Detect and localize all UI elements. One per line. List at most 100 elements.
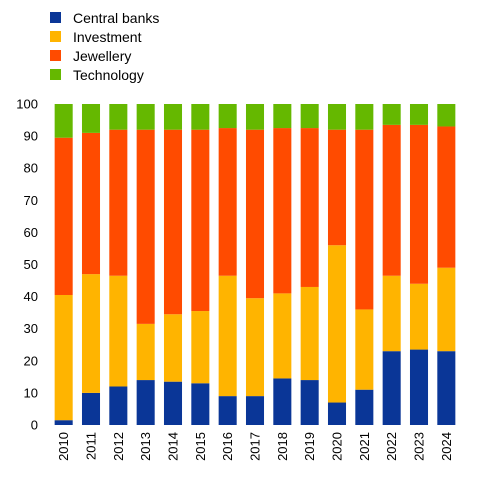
bar-segment [273,128,292,294]
bar-segment [382,104,401,125]
bar-segment [437,351,456,425]
bar-segment [191,383,210,425]
y-tick-label: 20 [24,353,38,368]
legend-label: Central banks [73,9,160,26]
bar-segment [54,295,73,421]
x-tick-label: 2010 [56,432,71,461]
legend-item: Technology [50,65,159,84]
bar-segment [81,132,101,275]
x-tick-label: 2019 [302,432,317,461]
bar-segment [409,349,429,425]
y-tick-label: 30 [24,321,38,336]
bar-segment [136,104,155,130]
y-tick-label: 10 [24,385,38,400]
bar-segment [382,351,401,425]
bar-segment [163,104,183,130]
y-tick-label: 0 [31,418,38,433]
bar-segment [218,396,237,425]
bar-segment [245,129,265,299]
y-tick-label: 60 [24,225,38,240]
y-tick-label: 70 [24,193,38,208]
x-tick-label: 2015 [193,432,208,461]
bar-segment [437,104,456,127]
bar-segment [136,129,155,324]
bar-segment [163,314,183,382]
x-tick-label: 2021 [357,432,372,461]
bar-segment [300,104,319,129]
bar-segment [191,311,210,384]
bar-segment [245,298,265,397]
bar-segment [54,104,73,138]
bar-segment [218,128,237,276]
legend-label: Technology [73,66,144,83]
x-tick-label: 2022 [384,432,399,461]
y-tick-label: 90 [24,129,38,144]
bar-segment [437,267,456,352]
bar-segment [327,402,347,425]
x-tick-label: 2017 [248,432,263,461]
bar-segment [245,104,265,130]
x-tick-label: 2024 [439,432,454,461]
bar-segment [109,275,128,387]
bar-segment [136,380,155,425]
x-tick-label: 2016 [220,432,235,461]
bar-segment [355,129,374,310]
bar-segment [191,104,210,130]
y-tick-label: 100 [16,97,38,112]
bar-segment [136,323,155,381]
bar-segment [109,386,128,425]
bar-segment [109,129,128,276]
legend-item: Investment [50,27,159,46]
bar-segment [218,104,237,129]
bar-segment [382,124,401,276]
bar-segment [218,275,237,397]
bar-segment [54,420,73,425]
legend-item: Jewellery [50,46,159,65]
bar-segment [54,137,73,295]
legend-label: Jewellery [73,47,132,64]
y-tick-label: 40 [24,289,38,304]
y-tick-label: 50 [24,257,38,272]
legend-swatch [50,31,61,42]
bar-segment [191,129,210,312]
bar-segment [300,128,319,287]
legend-swatch [50,12,61,23]
bar-segment [409,124,429,284]
bar-segment [273,293,292,379]
legend-item: Central banks [50,8,159,27]
bar-segment [81,104,101,133]
bar-segment [81,392,101,425]
bar-segment [81,274,101,393]
bar-segment [109,104,128,130]
x-tick-label: 2012 [111,432,126,461]
bar-segment [273,378,292,425]
bar-segment [327,129,347,246]
x-tick-label: 2011 [84,432,99,460]
bar-segment [437,126,456,268]
bar-segment [245,396,265,425]
legend-swatch [50,69,61,80]
bar-segment [163,381,183,425]
bar-segment [163,129,183,315]
bar-segment [300,286,319,381]
bar-segment [300,380,319,425]
bar-segment [382,275,401,352]
x-tick-label: 2014 [166,432,181,461]
bar-segment [355,309,374,390]
x-tick-label: 2020 [330,432,345,461]
bar-segment [409,104,429,125]
legend-swatch [50,50,61,61]
x-tick-label: 2023 [412,432,427,461]
bar-segment [273,104,292,129]
legend: Central banks Investment Jewellery Technolo… [50,8,159,84]
bar-segment [409,283,429,350]
bar-segment [355,104,374,130]
bar-segment [355,389,374,425]
y-tick-label: 80 [24,161,38,176]
legend-label: Investment [73,28,142,45]
x-tick-label: 2013 [138,432,153,461]
bar-segment [327,245,347,403]
bar-segment [327,104,347,130]
x-tick-label: 2018 [275,432,290,461]
